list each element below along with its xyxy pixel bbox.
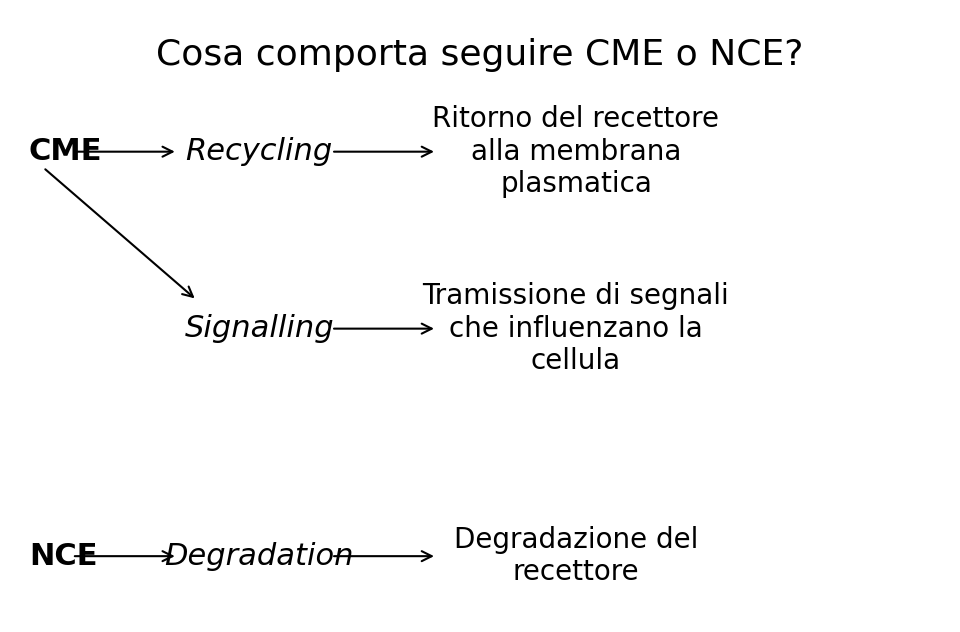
Text: Recycling: Recycling <box>185 137 333 166</box>
Text: Ritorno del recettore
alla membrana
plasmatica: Ritorno del recettore alla membrana plas… <box>433 106 719 198</box>
Text: CME: CME <box>29 137 103 166</box>
Text: Degradation: Degradation <box>164 542 354 571</box>
Text: Cosa comporta seguire CME o NCE?: Cosa comporta seguire CME o NCE? <box>156 38 804 72</box>
Text: Tramissione di segnali
che influenzano la
cellula: Tramissione di segnali che influenzano l… <box>422 283 730 375</box>
Text: Degradazione del
recettore: Degradazione del recettore <box>454 526 698 586</box>
Text: Signalling: Signalling <box>184 314 334 343</box>
Text: NCE: NCE <box>29 542 97 571</box>
